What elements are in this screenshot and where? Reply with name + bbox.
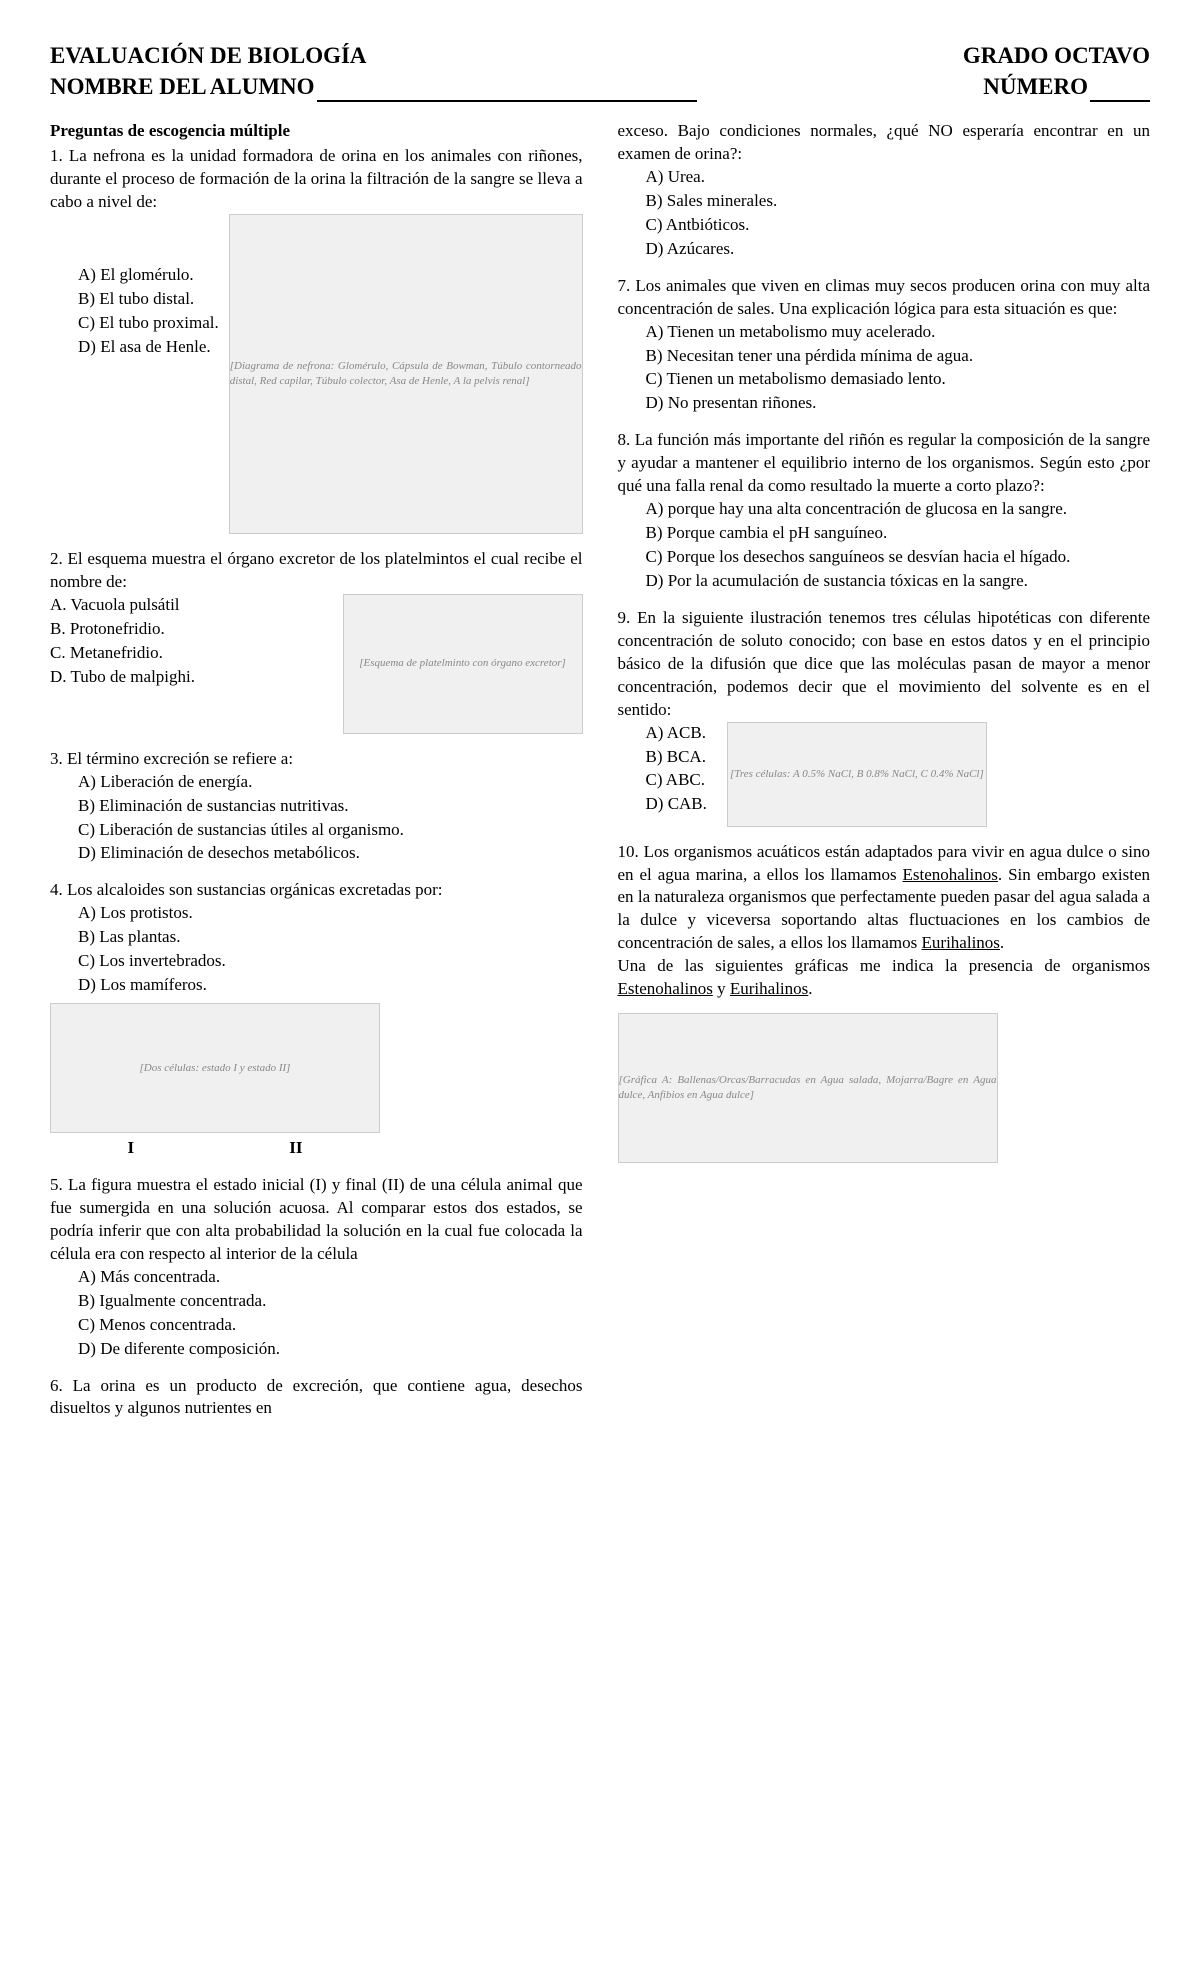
q4-option-c: C) Los invertebrados. xyxy=(78,950,583,973)
question-4: 4. Los alcaloides son sustancias orgánic… xyxy=(50,879,583,1160)
q9-option-b: B) BCA. xyxy=(646,746,707,769)
q10-u4: Eurihalinos xyxy=(730,979,808,998)
q9-text: 9. En la siguiente ilustración tenemos t… xyxy=(618,607,1151,722)
q10-u1: Estenohalinos xyxy=(903,865,998,884)
q4-label-i: I xyxy=(128,1137,135,1160)
q4-labels: I II xyxy=(50,1137,380,1160)
q8-option-d: D) Por la acumulación de sustancia tóxic… xyxy=(646,570,1151,593)
q6-option-d: D) Azúcares. xyxy=(646,238,1151,261)
q1-option-c: C) El tubo proximal. xyxy=(78,312,219,335)
q5-option-b: B) Igualmente concentrada. xyxy=(78,1290,583,1313)
q9-option-d: D) CAB. xyxy=(646,793,707,816)
q4-text: 4. Los alcaloides son sustancias orgánic… xyxy=(50,879,583,902)
q1-text: 1. La nefrona es la unidad formadora de … xyxy=(50,145,583,214)
q10-t3: . xyxy=(1000,933,1004,952)
document-header: EVALUACIÓN DE BIOLOGÍA NOMBRE DEL ALUMNO… xyxy=(50,40,1150,102)
q1-option-b: B) El tubo distal. xyxy=(78,288,219,311)
question-7: 7. Los animales que viven en climas muy … xyxy=(618,275,1151,416)
numero-label: NÚMERO xyxy=(983,71,1088,102)
header-left: EVALUACIÓN DE BIOLOGÍA NOMBRE DEL ALUMNO xyxy=(50,40,697,102)
question-10: 10. Los organismos acuáticos están adapt… xyxy=(618,841,1151,1164)
q10-paragraph-2: Una de las siguientes gráficas me indica… xyxy=(618,955,1151,1001)
q4-option-a: A) Los protistos. xyxy=(78,902,583,925)
q7-text: 7. Los animales que viven en climas muy … xyxy=(618,275,1151,321)
q4-label-ii: II xyxy=(289,1137,302,1160)
q10-t6: . xyxy=(808,979,812,998)
q9-option-c: C) ABC. xyxy=(646,769,707,792)
q3-options: A) Liberación de energía. B) Eliminación… xyxy=(50,771,583,866)
q5-option-d: D) De diferente composición. xyxy=(78,1338,583,1361)
q8-option-b: B) Porque cambia el pH sanguíneo. xyxy=(646,522,1151,545)
q5-option-a: A) Más concentrada. xyxy=(78,1266,583,1289)
q2-flatworm-diagram: [Esquema de platelminto con órgano excre… xyxy=(343,594,583,734)
question-1: 1. La nefrona es la unidad formadora de … xyxy=(50,145,583,534)
numero-underline xyxy=(1090,100,1150,102)
q6-option-a: A) Urea. xyxy=(646,166,1151,189)
q10-t5: y xyxy=(713,979,730,998)
question-8: 8. La función más importante del riñón e… xyxy=(618,429,1151,593)
header-right: GRADO OCTAVO NÚMERO xyxy=(963,40,1150,102)
q2-text: 2. El esquema muestra el órgano excretor… xyxy=(50,548,583,594)
q5-options: A) Más concentrada. B) Igualmente concen… xyxy=(50,1266,583,1361)
q6-option-b: B) Sales minerales. xyxy=(646,190,1151,213)
nombre-line: NOMBRE DEL ALUMNO xyxy=(50,71,697,102)
q3-option-d: D) Eliminación de desechos metabólicos. xyxy=(78,842,583,865)
question-3: 3. El término excreción se refiere a: A)… xyxy=(50,748,583,866)
q9-layout: A) ACB. B) BCA. C) ABC. D) CAB. [Tres cé… xyxy=(618,722,1151,827)
question-6-part2: exceso. Bajo condiciones normales, ¿qué … xyxy=(618,120,1151,261)
q1-option-d: D) El asa de Henle. xyxy=(78,336,219,359)
q8-option-a: A) porque hay una alta concentración de … xyxy=(646,498,1151,521)
q6-option-c: C) Antbióticos. xyxy=(646,214,1151,237)
q10-t4: Una de las siguientes gráficas me indica… xyxy=(618,956,1151,975)
q9-options: A) ACB. B) BCA. C) ABC. D) CAB. xyxy=(618,722,707,827)
title-line-1: EVALUACIÓN DE BIOLOGÍA xyxy=(50,40,697,71)
q1-option-a: A) El glomérulo. xyxy=(78,264,219,287)
q5-option-c: C) Menos concentrada. xyxy=(78,1314,583,1337)
q4-options: A) Los protistos. B) Las plantas. C) Los… xyxy=(50,902,583,997)
q3-option-b: B) Eliminación de sustancias nutritivas. xyxy=(78,795,583,818)
q3-text: 3. El término excreción se refiere a: xyxy=(50,748,583,771)
numero-line: NÚMERO xyxy=(963,71,1150,102)
q1-options: A) El glomérulo. B) El tubo distal. C) E… xyxy=(50,214,219,360)
nombre-underline xyxy=(317,100,697,102)
q3-option-c: C) Liberación de sustancias útiles al or… xyxy=(78,819,583,842)
q3-option-a: A) Liberación de energía. xyxy=(78,771,583,794)
q7-option-a: A) Tienen un metabolismo muy acelerado. xyxy=(646,321,1151,344)
grade-label: GRADO OCTAVO xyxy=(963,40,1150,71)
section-title: Preguntas de escogencia múltiple xyxy=(50,120,583,143)
content-columns: Preguntas de escogencia múltiple 1. La n… xyxy=(50,120,1150,1420)
q8-option-c: C) Porque los desechos sanguíneos se des… xyxy=(646,546,1151,569)
q10-paragraph-1: 10. Los organismos acuáticos están adapt… xyxy=(618,841,1151,956)
q7-options: A) Tienen un metabolismo muy acelerado. … xyxy=(618,321,1151,416)
q4-option-b: B) Las plantas. xyxy=(78,926,583,949)
q8-text: 8. La función más importante del riñón e… xyxy=(618,429,1151,498)
q8-options: A) porque hay una alta concentración de … xyxy=(618,498,1151,593)
q6-options: A) Urea. B) Sales minerales. C) Antbióti… xyxy=(618,166,1151,261)
title-line-2: NOMBRE DEL ALUMNO xyxy=(50,71,315,102)
q9-cells-diagram: [Tres células: A 0.5% NaCl, B 0.8% NaCl,… xyxy=(727,722,987,827)
q4-cells-diagram: [Dos células: estado I y estado II] xyxy=(50,1003,380,1133)
q4-option-d: D) Los mamíferos. xyxy=(78,974,583,997)
question-9: 9. En la siguiente ilustración tenemos t… xyxy=(618,607,1151,827)
q6-text-part2: exceso. Bajo condiciones normales, ¿qué … xyxy=(618,120,1151,166)
q6-text-part1: 6. La orina es un producto de excreción,… xyxy=(50,1376,583,1418)
question-2: 2. El esquema muestra el órgano excretor… xyxy=(50,548,583,734)
question-5: 5. La figura muestra el estado inicial (… xyxy=(50,1174,583,1361)
q10-u2: Eurihalinos xyxy=(922,933,1000,952)
question-6-part1: 6. La orina es un producto de excreción,… xyxy=(50,1375,583,1421)
q1-layout: A) El glomérulo. B) El tubo distal. C) E… xyxy=(50,214,583,534)
q5-text: 5. La figura muestra el estado inicial (… xyxy=(50,1174,583,1266)
q7-option-c: C) Tienen un metabolismo demasiado lento… xyxy=(646,368,1151,391)
q10-u3: Estenohalinos xyxy=(618,979,713,998)
q9-option-a: A) ACB. xyxy=(646,722,707,745)
q10-graph-diagram: [Gráfica A: Ballenas/Orcas/Barracudas en… xyxy=(618,1013,998,1163)
q7-option-d: D) No presentan riñones. xyxy=(646,392,1151,415)
q1-nephron-diagram: [Diagrama de nefrona: Glomérulo, Cápsula… xyxy=(229,214,583,534)
q7-option-b: B) Necesitan tener una pérdida mínima de… xyxy=(646,345,1151,368)
